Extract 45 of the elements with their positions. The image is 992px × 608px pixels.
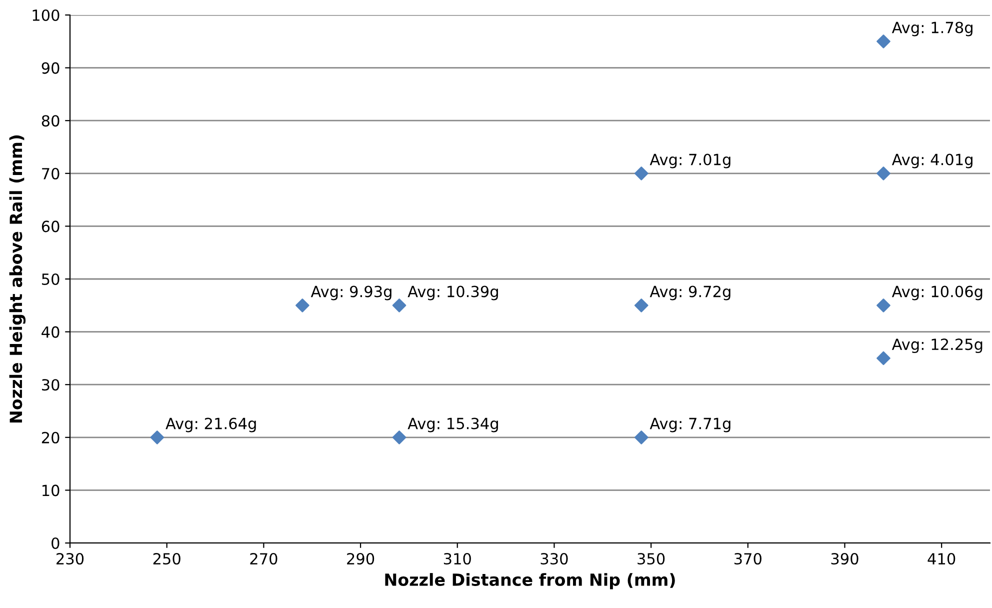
y-tick-label: 70: [42, 168, 60, 180]
y-tick-label: 80: [42, 115, 60, 127]
point: [150, 430, 164, 444]
y-tick-label: 30: [42, 379, 60, 391]
y-tick-label: 0: [52, 537, 60, 550]
annotation: Avg: 10.06g: [892, 286, 982, 300]
annotation: Avg: 1.78g: [892, 22, 972, 36]
y-tick-label: 50: [42, 273, 60, 286]
annotation: Avg: 9.93g: [310, 286, 392, 300]
annotation: Avg: 7.71g: [650, 418, 730, 432]
x-tick-label: 410: [928, 552, 956, 565]
x-tick-label: 350: [638, 552, 665, 565]
point: [634, 298, 648, 312]
point: [876, 351, 890, 366]
y-tick-label: 20: [42, 432, 60, 444]
point: [634, 430, 648, 444]
y-tick-label: 10: [42, 484, 60, 496]
annotation: Avg: 9.72g: [650, 286, 730, 300]
x-tick-label: 290: [347, 552, 374, 565]
point: [392, 298, 406, 312]
point: [876, 34, 890, 48]
x-tick-label: 310: [444, 552, 471, 565]
y-tick-label: 100: [32, 9, 60, 22]
y-axis-title: Nozzle Height above Rail (mm): [9, 135, 26, 422]
x-tick-label: 270: [250, 552, 278, 565]
point: [876, 166, 890, 180]
annotation: Avg: 15.34g: [408, 418, 498, 432]
point: [876, 298, 890, 312]
annotation: Avg: 7.01g: [650, 154, 730, 168]
x-tick-label: 390: [831, 552, 858, 565]
y-tick-label: 90: [42, 62, 60, 74]
annotation: Avg: 21.64g: [166, 418, 256, 432]
x-tick-label: 330: [540, 552, 568, 565]
point: [634, 166, 648, 180]
annotation: Avg: 12.25g: [892, 338, 982, 354]
x-tick-label: 250: [153, 552, 180, 565]
annotation: Avg: 10.39g: [408, 286, 498, 300]
y-tick-label: 60: [42, 220, 60, 232]
annotation: Avg: 4.01g: [892, 154, 972, 168]
point: [296, 298, 310, 312]
x-tick-label: 370: [734, 552, 762, 565]
y-tick-label: 40: [42, 326, 60, 338]
x-tick-label: 230: [56, 552, 84, 565]
point: [392, 430, 406, 444]
x-axis-title: Nozzle Distance from Nip (mm): [385, 573, 675, 590]
